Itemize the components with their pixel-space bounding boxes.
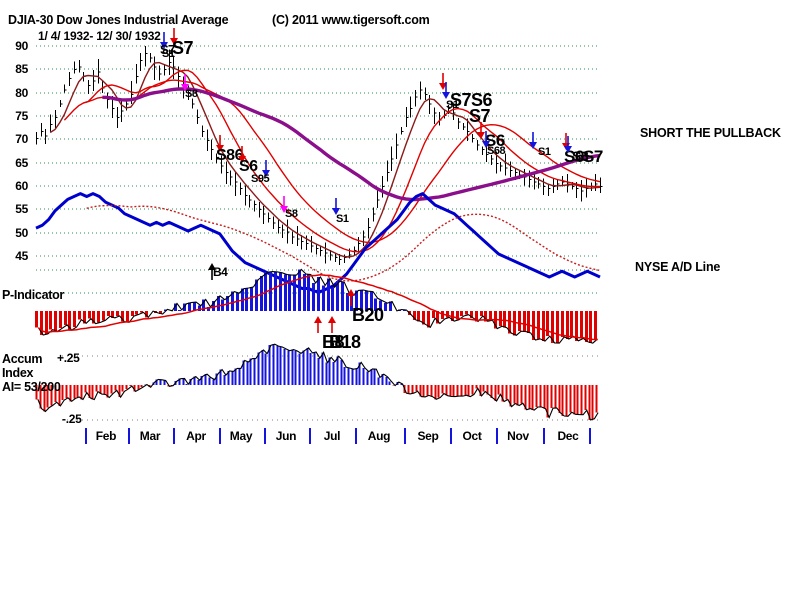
buy-signal-label: B20 [352, 305, 384, 325]
buy-signal-label: B18 [329, 332, 361, 352]
accum-index-label-line2: Index [2, 366, 34, 380]
month-tick [404, 428, 406, 444]
y-axis-tick-label: 50 [15, 226, 28, 240]
buy-arrow-icon [328, 316, 336, 333]
y-axis-tick-label: 80 [15, 86, 28, 100]
sell-signal-label: S6 [485, 131, 505, 150]
y-axis-tick-label: 90 [15, 39, 28, 53]
month-tick [219, 428, 221, 444]
sell-signal-label: S6 [471, 90, 493, 110]
sell-arrow-icon [482, 131, 490, 148]
y-axis-tick-label: 85 [15, 62, 28, 76]
y-axis-tick-label: 75 [15, 109, 28, 123]
sell-signal-label: S6 [564, 147, 584, 166]
sell-signal-label: S8 [285, 208, 298, 220]
sell-arrow-icon [160, 32, 168, 49]
sell-arrow-icon [442, 82, 450, 99]
sell-arrow-icon [477, 122, 485, 139]
sell-signal-label: S7 [469, 106, 491, 126]
sell-arrow-icon [332, 198, 340, 215]
sell-signal-label: S1 [446, 99, 459, 111]
month-axis: Feb Mar Apr May Jun Jul Aug Sep Oct Nov Dec [0, 428, 800, 450]
sell-signal-label: S8 [572, 148, 589, 164]
month-label-mar: Mar [139, 429, 161, 443]
y-axis-tick-label: 65 [15, 156, 28, 170]
sell-arrow-icon [170, 28, 178, 45]
sell-signal-label: S86 [216, 147, 243, 164]
sell-arrow-icon [564, 136, 572, 153]
price-y-axis: 90 85 80 75 70 65 60 55 50 45 [2, 0, 32, 300]
buy-arrow-icon [347, 289, 355, 306]
sell-arrow-icon [216, 135, 224, 152]
month-label-aug: Aug [367, 429, 391, 443]
month-tick [589, 428, 591, 444]
sell-signal-label: S68 [487, 145, 506, 157]
buy-arrow-icon [314, 316, 322, 333]
month-tick [543, 428, 545, 444]
sell-arrow-icon [439, 73, 447, 90]
month-tick [173, 428, 175, 444]
page-title: DJIA-30 Dow Jones Industrial Average [8, 13, 229, 27]
sell-signal-label: S1 [336, 213, 349, 225]
sell-signal-label: S1 [162, 48, 175, 60]
sell-signal-label: S1 [538, 146, 551, 158]
y-axis-tick-label: 45 [15, 249, 28, 263]
sell-arrow-icon [181, 74, 189, 91]
month-label-feb: Feb [95, 429, 117, 443]
accum-index-label-line1: Accum [2, 352, 43, 366]
month-tick [309, 428, 311, 444]
annotation-short-the-pullback: SHORT THE PULLBACK [640, 126, 781, 140]
sell-arrow-icon [238, 146, 246, 163]
month-label-dec: Dec [557, 429, 579, 443]
accum-scale-bottom: -.25 [62, 412, 82, 426]
month-label-sep: Sep [417, 429, 439, 443]
month-tick [355, 428, 357, 444]
buy-signal-label: B4 [213, 265, 228, 279]
month-label-jul: Jul [323, 429, 341, 443]
sell-signal-label: S6 [239, 158, 258, 175]
y-axis-tick-label: 55 [15, 202, 28, 216]
sell-signal-label: S95 [251, 173, 270, 185]
month-tick [128, 428, 130, 444]
sell-signal-label: S7 [450, 90, 472, 110]
sell-arrow-icon [529, 132, 537, 149]
buy-signal-label: B8 [322, 332, 345, 352]
month-label-oct: Oct [462, 429, 482, 443]
copyright-notice: (C) 2011 www.tigersoft.com [272, 13, 430, 27]
month-label-nov: Nov [507, 429, 529, 443]
month-tick [85, 428, 87, 444]
sell-signal-label: S7 [583, 147, 603, 166]
buy-arrow-icon [208, 263, 216, 280]
p-indicator-label: P-Indicator [2, 288, 64, 302]
y-axis-tick-label: 60 [15, 179, 28, 193]
month-tick [496, 428, 498, 444]
y-axis-tick-label: 70 [15, 132, 28, 146]
sell-signal-label: S7 [160, 42, 175, 57]
sell-arrow-icon [280, 196, 288, 213]
accum-scale-top: +.25 [57, 351, 80, 365]
month-label-apr: Apr [186, 429, 206, 443]
sell-signal-label: S7 [172, 38, 194, 58]
month-label-jun: Jun [275, 429, 297, 443]
month-tick [450, 428, 452, 444]
accum-index-value: AI= 53/200 [2, 380, 61, 394]
month-tick [264, 428, 266, 444]
annotation-nyse-ad-line: NYSE A/D Line [635, 260, 721, 274]
sell-signal-label: S8 [185, 88, 198, 100]
date-range-label: 1/ 4/ 1932- 12/ 30/ 1932 [38, 29, 161, 43]
month-label-may: May [229, 429, 253, 443]
sell-arrow-icon [262, 160, 270, 177]
